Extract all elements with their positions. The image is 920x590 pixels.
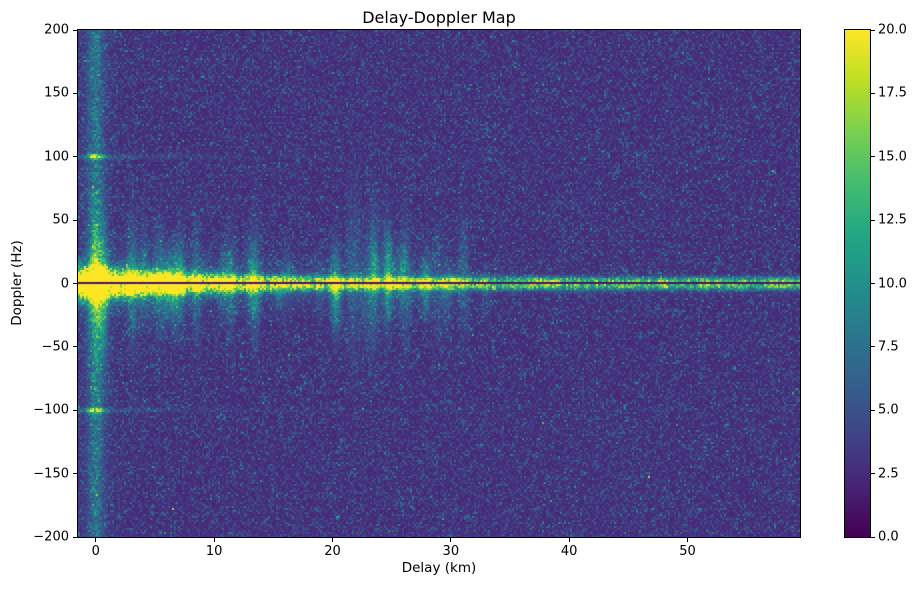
x-tick-label: 40 bbox=[560, 544, 578, 559]
x-tick-mark bbox=[568, 538, 570, 542]
colorbar bbox=[844, 29, 871, 538]
y-axis-label: Doppler (Hz) bbox=[9, 240, 25, 326]
y-tick-label: 150 bbox=[44, 85, 69, 101]
chart-title: Delay-Doppler Map bbox=[362, 8, 516, 27]
plot-area bbox=[77, 29, 801, 538]
y-tick-mark bbox=[73, 283, 77, 284]
y-tick-mark bbox=[73, 536, 77, 538]
y-tick-label: −50 bbox=[41, 339, 69, 355]
colorbar-tick-label: 2.5 bbox=[878, 466, 899, 482]
colorbar-tick-mark bbox=[871, 29, 875, 31]
y-tick-label: 200 bbox=[44, 22, 69, 38]
y-tick-label: −100 bbox=[33, 402, 69, 418]
y-tick-mark bbox=[73, 409, 77, 411]
x-tick-mark bbox=[450, 538, 452, 542]
x-tick-mark bbox=[687, 538, 689, 542]
x-tick-label: 10 bbox=[205, 544, 223, 559]
y-tick-label: −200 bbox=[33, 529, 69, 545]
colorbar-tick-mark bbox=[871, 409, 875, 411]
colorbar-canvas bbox=[845, 30, 870, 537]
heatmap-canvas bbox=[78, 30, 800, 537]
x-tick-mark bbox=[213, 538, 215, 542]
colorbar-tick-label: 7.5 bbox=[878, 339, 899, 355]
x-axis-label: Delay (km) bbox=[401, 560, 477, 576]
y-tick-mark bbox=[73, 346, 77, 348]
y-tick-label: −150 bbox=[33, 466, 69, 482]
y-tick-mark bbox=[73, 29, 77, 31]
colorbar-tick-mark bbox=[871, 92, 875, 94]
colorbar-tick-label: 20.0 bbox=[878, 22, 907, 38]
x-tick-label: 0 bbox=[91, 544, 100, 559]
colorbar-tick-mark bbox=[871, 346, 875, 348]
colorbar-tick-label: 17.5 bbox=[878, 85, 907, 101]
x-tick-label: 50 bbox=[679, 544, 696, 559]
x-tick-label: 30 bbox=[442, 544, 460, 559]
y-tick-label: 100 bbox=[44, 149, 69, 165]
x-tick-mark bbox=[95, 538, 97, 542]
colorbar-tick-label: 5.0 bbox=[878, 402, 899, 418]
colorbar-tick-mark bbox=[871, 156, 875, 158]
colorbar-tick-label: 15.0 bbox=[878, 149, 907, 165]
colorbar-tick-mark bbox=[871, 473, 875, 475]
y-tick-mark bbox=[73, 92, 77, 94]
y-tick-mark bbox=[73, 156, 77, 158]
colorbar-tick-mark bbox=[871, 536, 875, 538]
colorbar-tick-label: 10.0 bbox=[878, 276, 907, 291]
colorbar-tick-mark bbox=[871, 219, 875, 221]
x-tick-mark bbox=[331, 538, 333, 542]
y-tick-mark bbox=[73, 219, 77, 221]
x-tick-label: 20 bbox=[324, 544, 341, 559]
colorbar-tick-mark bbox=[871, 283, 875, 284]
y-tick-label: 50 bbox=[52, 212, 69, 228]
colorbar-tick-label: 0.0 bbox=[878, 529, 899, 545]
y-tick-mark bbox=[73, 473, 77, 475]
colorbar-tick-label: 12.5 bbox=[878, 212, 907, 228]
y-tick-label: 0 bbox=[60, 276, 69, 291]
